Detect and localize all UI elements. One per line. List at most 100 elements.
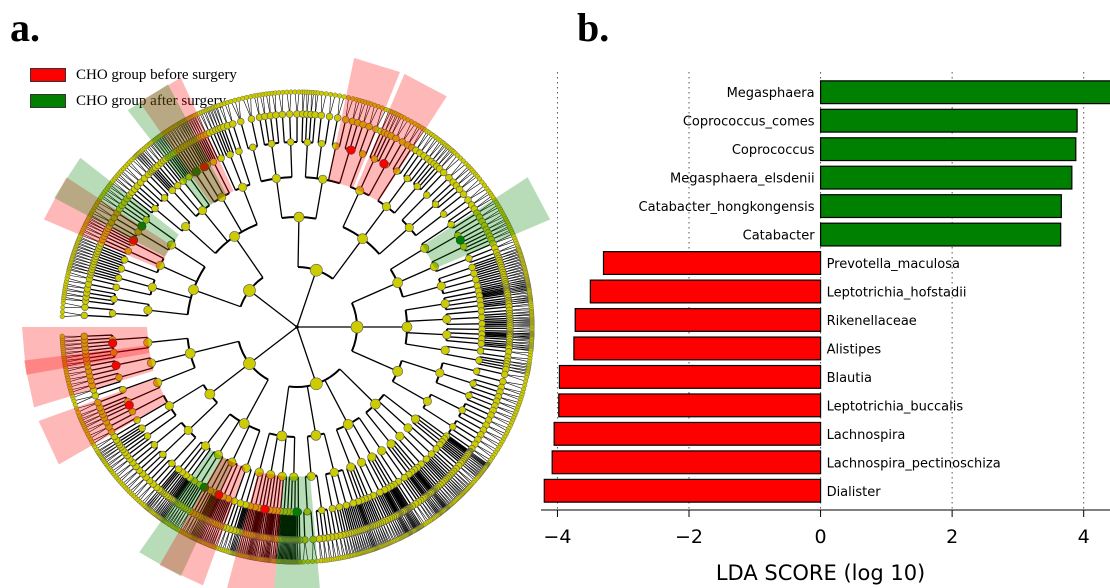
branch-edge <box>164 197 191 223</box>
clade-node <box>243 357 256 370</box>
branch-edge <box>415 213 445 237</box>
branch-edge <box>351 503 362 531</box>
x-axis-title: LDA SCORE (log 10) <box>716 561 925 585</box>
branch-edge <box>406 332 447 336</box>
branch-edge <box>451 428 476 445</box>
branch-edge <box>325 474 333 509</box>
branch-edge <box>152 462 173 485</box>
branch-edge <box>170 475 188 499</box>
clade-node <box>155 260 165 270</box>
branch-edge <box>363 460 381 493</box>
branch-edge <box>403 477 422 501</box>
branch-edge <box>413 469 433 493</box>
branch-edge <box>287 476 291 512</box>
branch-edge <box>330 472 340 508</box>
clade-node <box>285 110 294 118</box>
branch-edge <box>422 407 454 428</box>
branch-edge <box>104 405 130 419</box>
branch-edge <box>285 511 288 540</box>
branch-edge <box>446 339 482 345</box>
clade-node <box>439 168 448 177</box>
branch-edge <box>446 336 482 340</box>
branch-edge <box>363 499 375 526</box>
branch-edge <box>84 306 113 311</box>
clade-node <box>293 211 305 223</box>
branch-edge <box>229 502 240 530</box>
branch-edge <box>126 438 150 457</box>
branch-edge <box>455 216 480 233</box>
branch-edge <box>405 475 424 500</box>
branch-edge <box>470 252 497 264</box>
branch-edge <box>439 443 463 463</box>
branch-edge <box>264 116 270 145</box>
branch-edge <box>349 153 364 187</box>
branch-edge <box>381 490 396 517</box>
branch-edge <box>408 203 436 229</box>
leaf-edge <box>242 98 252 120</box>
branch-edge <box>233 467 247 502</box>
branch-edge <box>401 194 428 221</box>
clade-node <box>133 416 141 424</box>
cladogram-legend: CHO group before surgery CHO group after… <box>30 62 237 114</box>
clade-node <box>266 470 276 480</box>
clade-node <box>185 173 193 181</box>
branch-edge <box>440 272 475 285</box>
clade-node <box>349 499 357 507</box>
clade-node <box>370 398 381 410</box>
clade-node <box>436 281 446 291</box>
branch-edge <box>475 373 504 383</box>
branch-edge <box>233 503 243 531</box>
branch-edge <box>338 119 347 148</box>
clade-highlight <box>139 449 234 577</box>
clade-node <box>173 181 182 190</box>
clade-node <box>439 210 448 218</box>
clade-node <box>310 263 323 277</box>
branch-edge <box>252 507 260 536</box>
branch-edge <box>372 495 386 522</box>
branch-edge <box>281 386 290 437</box>
branch-edge <box>436 381 470 397</box>
branch-edge <box>275 511 280 540</box>
branch-edge <box>423 460 445 482</box>
bar-label: Rikenellaceae <box>827 314 917 329</box>
branch-edge <box>480 347 509 353</box>
branch-edge <box>473 262 501 273</box>
branch-edge <box>466 242 494 256</box>
branch-edge <box>117 426 142 443</box>
clade-node <box>370 155 379 163</box>
clade-node <box>442 330 452 340</box>
branch-edge <box>423 172 445 194</box>
branch-edge <box>414 419 443 443</box>
branch-edge <box>471 257 499 269</box>
branch-edge <box>93 263 121 273</box>
clade-node <box>395 431 405 441</box>
branch-edge <box>474 267 502 277</box>
branch-edge <box>240 505 250 533</box>
branch-edge <box>99 396 127 409</box>
branch-edge <box>287 511 290 540</box>
clade-node <box>310 377 323 391</box>
clade-node <box>110 295 118 303</box>
branch-edge <box>171 437 197 464</box>
branch-edge <box>98 247 126 260</box>
branch-edge <box>460 411 487 426</box>
clade-node <box>117 265 126 273</box>
branch-edge <box>211 496 224 523</box>
branch-edge <box>322 510 329 538</box>
branch-edge <box>250 118 259 147</box>
branch-edge <box>375 134 389 160</box>
branch-edge <box>214 461 231 493</box>
branch-edge <box>420 463 441 486</box>
branch-edge <box>231 425 250 463</box>
branch-edge <box>167 156 186 181</box>
branch-edge <box>319 510 325 539</box>
branch-edge <box>269 435 279 475</box>
branch-edge <box>456 420 482 436</box>
branch-edge <box>189 448 211 479</box>
lda-bar <box>819 108 1078 133</box>
branch-edge <box>272 510 277 539</box>
branch-edge <box>472 260 500 271</box>
branch-edge <box>432 181 454 202</box>
x-tick-label: −4 <box>543 526 571 548</box>
branch-edge <box>428 177 450 198</box>
